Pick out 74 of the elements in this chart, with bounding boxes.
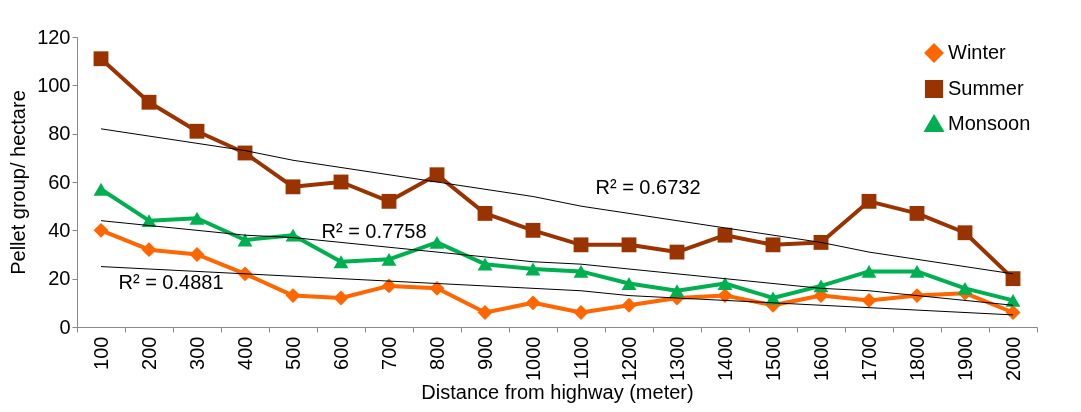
point [765,237,781,253]
x-tick-label: 1400 [713,336,736,381]
point [525,295,541,311]
point [333,255,349,269]
point [909,264,925,278]
point [477,206,493,221]
point [429,280,445,296]
point [285,179,301,195]
point [381,193,397,209]
point [621,277,637,290]
y-tick-label: 120 [37,25,71,48]
x-tick-label: 1300 [665,336,688,381]
x-tick-label: 500 [281,336,304,370]
point [429,167,445,183]
x-tick-label: 1500 [761,336,784,381]
point [1005,271,1021,287]
point [573,264,589,278]
point [717,277,733,290]
point [861,193,877,209]
point [189,211,205,225]
y-axis-title: Pellet group/ hectare [7,90,30,275]
point [621,237,637,253]
legend-label: Summer [948,77,1024,99]
point [861,293,877,308]
point [1005,293,1021,307]
y-tick-label: 80 [48,122,71,145]
point [189,123,205,139]
x-tick-label: 1600 [809,336,832,381]
x-tick-label: 1200 [617,336,640,381]
legend-label: Monsoon [948,112,1031,134]
legend-label: Winter [948,41,1007,63]
point [957,225,973,241]
x-tick-label: 200 [137,336,160,370]
point [93,222,109,238]
y-tick-label: 20 [48,267,71,290]
x-tick-label: 900 [473,336,496,370]
x-axis-title: Distance from highway (meter) [421,380,694,403]
annotation: R² = 0.6732 [595,176,701,198]
x-tick-label: 1700 [857,336,880,381]
point [669,284,685,298]
y-tick-label: 60 [48,170,71,193]
point [141,242,157,258]
point [525,222,541,238]
point [381,252,397,266]
x-tick-label: 1000 [521,336,544,381]
point [93,182,109,196]
point [717,227,733,243]
point [237,233,253,247]
y-tick-label: 100 [37,73,71,96]
point [621,297,637,313]
point [573,237,589,253]
point [957,281,973,295]
point [333,290,349,306]
x-tick-label: 400 [233,336,256,370]
x-tick-label: 700 [377,336,400,370]
x-tick-label: 2000 [1001,336,1024,381]
x-tick-label: 1900 [953,336,976,381]
y-tick-label: 40 [48,218,71,241]
point [141,94,157,110]
point [477,257,493,271]
annotation: R² = 0.7758 [321,220,427,242]
x-tick-label: 800 [425,336,448,370]
point [909,206,925,221]
x-tick-label: 600 [329,336,352,370]
x-tick-label: 1800 [905,336,928,381]
y-tick-label: 0 [59,315,71,338]
annotation: R² = 0.4881 [118,271,224,293]
point [861,264,877,278]
point [525,262,541,276]
x-tick-label: 100 [89,336,112,370]
x-tick-label: 300 [185,336,208,370]
point [93,51,109,67]
x-tick-label: 1100 [569,336,592,380]
point [429,235,445,249]
